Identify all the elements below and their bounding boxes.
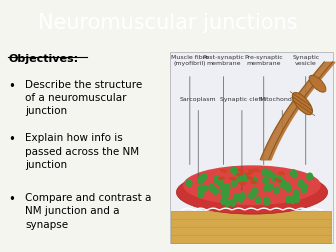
Circle shape [198, 185, 204, 192]
Circle shape [280, 181, 286, 188]
Circle shape [292, 171, 298, 178]
Text: Objectives:: Objectives: [8, 54, 79, 64]
Circle shape [220, 183, 225, 190]
Circle shape [280, 180, 286, 186]
Circle shape [262, 169, 268, 176]
Text: Neuromuscular junctions: Neuromuscular junctions [38, 13, 298, 33]
Circle shape [243, 174, 249, 181]
Circle shape [272, 175, 278, 182]
Circle shape [294, 196, 299, 203]
Text: Compare and contrast a
NM junction and a
synapse: Compare and contrast a NM junction and a… [25, 193, 152, 230]
Circle shape [286, 196, 291, 203]
Circle shape [252, 177, 257, 184]
Circle shape [284, 182, 290, 189]
Circle shape [240, 193, 246, 200]
Circle shape [237, 175, 243, 182]
Circle shape [264, 185, 269, 192]
Ellipse shape [248, 169, 255, 173]
Text: Synaptic cleft: Synaptic cleft [220, 97, 263, 102]
Circle shape [201, 185, 207, 192]
Circle shape [224, 184, 230, 191]
Circle shape [249, 192, 254, 199]
Circle shape [221, 190, 227, 197]
Circle shape [186, 180, 192, 186]
Ellipse shape [253, 168, 260, 172]
Circle shape [223, 184, 228, 191]
Circle shape [224, 184, 229, 191]
Circle shape [264, 199, 270, 205]
Ellipse shape [309, 75, 326, 92]
Ellipse shape [229, 177, 237, 180]
Circle shape [302, 183, 308, 190]
Circle shape [290, 197, 296, 203]
Circle shape [198, 177, 204, 183]
Circle shape [293, 190, 299, 197]
Circle shape [209, 184, 214, 191]
Circle shape [230, 199, 236, 206]
Ellipse shape [278, 172, 286, 175]
Circle shape [277, 176, 283, 183]
Circle shape [232, 180, 237, 187]
Circle shape [286, 185, 291, 192]
Circle shape [307, 173, 312, 180]
Circle shape [264, 197, 269, 204]
Circle shape [214, 176, 220, 183]
FancyBboxPatch shape [170, 52, 333, 243]
Circle shape [234, 194, 240, 200]
Bar [171, 211, 331, 243]
Circle shape [301, 186, 307, 193]
Circle shape [213, 187, 218, 194]
Ellipse shape [236, 172, 243, 176]
Circle shape [217, 179, 222, 185]
Circle shape [198, 191, 204, 198]
Ellipse shape [247, 176, 254, 180]
Ellipse shape [239, 182, 247, 185]
Circle shape [274, 187, 280, 194]
Circle shape [238, 195, 244, 202]
Circle shape [201, 173, 207, 180]
Text: Post-synaptic
membrane: Post-synaptic membrane [203, 55, 244, 66]
Text: •: • [8, 134, 15, 146]
Text: Mitochondrion: Mitochondrion [260, 97, 305, 102]
Ellipse shape [250, 180, 258, 184]
Ellipse shape [238, 168, 245, 173]
Text: Synaptic
vesicle: Synaptic vesicle [292, 55, 320, 66]
Text: Describe the structure
of a neuromuscular
junction: Describe the structure of a neuromuscula… [25, 80, 142, 116]
Text: Pre-synaptic
membrane: Pre-synaptic membrane [244, 55, 283, 66]
Ellipse shape [292, 92, 312, 115]
Ellipse shape [275, 178, 282, 183]
Circle shape [267, 183, 273, 190]
Ellipse shape [245, 172, 252, 176]
Circle shape [252, 187, 258, 194]
Ellipse shape [183, 165, 321, 205]
Circle shape [225, 200, 230, 206]
Ellipse shape [218, 176, 225, 180]
Ellipse shape [176, 170, 328, 214]
Circle shape [255, 197, 261, 204]
Circle shape [221, 198, 226, 204]
Circle shape [231, 167, 237, 174]
Circle shape [290, 170, 296, 177]
Circle shape [232, 168, 238, 175]
Text: •: • [8, 193, 15, 206]
Text: •: • [8, 80, 15, 93]
Circle shape [267, 171, 273, 178]
Text: Muscle fibre
(myofibril): Muscle fibre (myofibril) [171, 55, 209, 66]
Ellipse shape [220, 169, 227, 173]
Text: Sarcoplasm: Sarcoplasm [180, 97, 217, 102]
Circle shape [298, 180, 304, 187]
Circle shape [263, 177, 268, 184]
Circle shape [224, 192, 229, 198]
Text: Explain how info is
passed across the NM
junction: Explain how info is passed across the NM… [25, 134, 139, 170]
